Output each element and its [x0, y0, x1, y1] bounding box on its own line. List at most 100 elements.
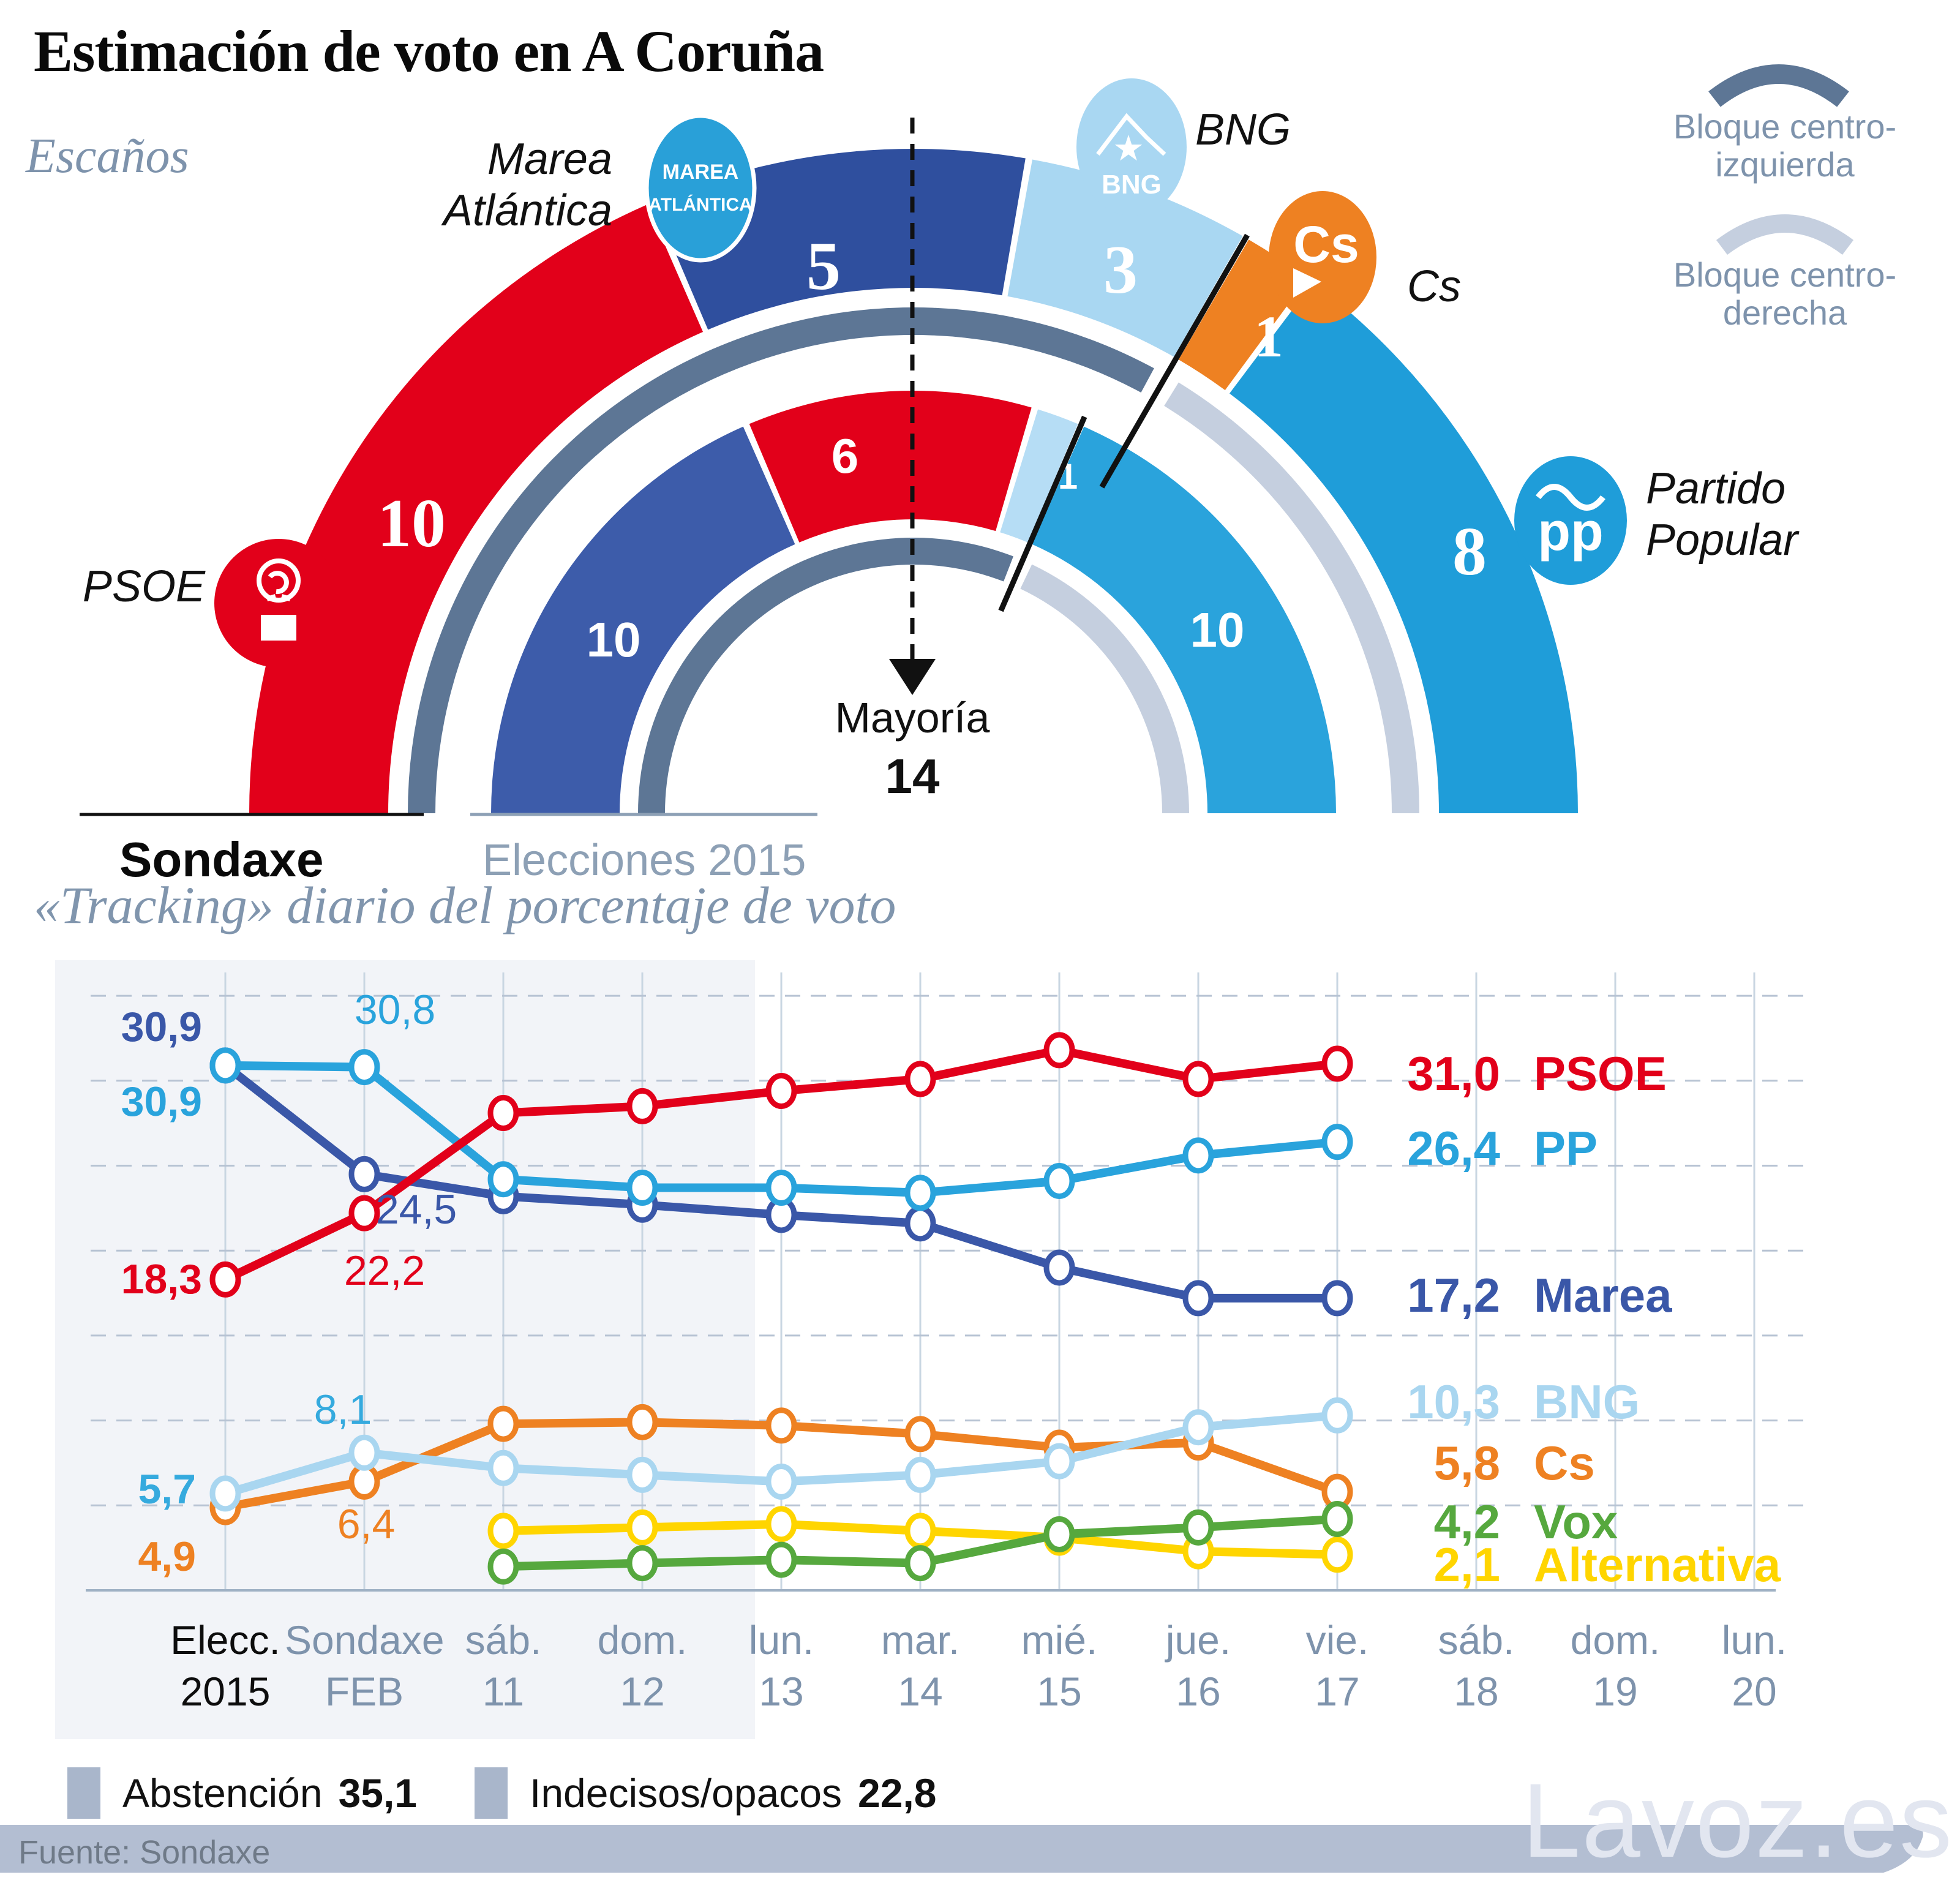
bloc-legend-left-label: Bloque centro- izquierda	[1653, 108, 1917, 184]
final-name-alternativa: Alternativa	[1534, 1538, 1781, 1592]
data-point-cs-5	[904, 1416, 936, 1453]
page-title: Estimación de voto en A Coruña	[34, 18, 824, 84]
footer-source: Fuente: Sondaxe	[18, 1834, 271, 1871]
data-point-pp-1	[348, 1049, 380, 1086]
point-label-cs-6-4: 6,4	[337, 1501, 396, 1547]
bloc-legend-left-line1: Bloque centro-	[1673, 107, 1897, 146]
seat-segment-elecciones-2015-partido-popular	[1032, 426, 1336, 813]
seat-segment-sondaxe-partido-popular	[1229, 282, 1578, 814]
abstencion-swatch-icon	[67, 1767, 100, 1819]
x-label-11: lun. 20	[1721, 1617, 1787, 1714]
seat-segment-elecciones-2015-marea-atlántica	[491, 426, 795, 813]
seats-subtitle: Escaños	[26, 129, 189, 183]
bloc-legend-right-line1: Bloque centro-	[1673, 255, 1897, 294]
data-point-bng-3	[626, 1456, 658, 1493]
psoe-rose-fist-icon	[257, 558, 301, 641]
x-label-7: jue. 16	[1165, 1617, 1231, 1714]
point-label-pp-30-9: 30,9	[121, 1078, 202, 1125]
majority-arrowhead-icon	[889, 659, 936, 695]
watermark-lavoz: Lavoz.es	[1522, 1762, 1953, 1879]
data-point-marea-5	[904, 1205, 936, 1242]
point-label-marea-30-9: 30,9	[121, 1004, 202, 1050]
data-point-bng-4	[765, 1463, 797, 1500]
majority-label: Mayoría	[835, 694, 990, 742]
bloc-legend-right-line2: derecha	[1722, 293, 1847, 332]
data-point-alternativa-2	[487, 1513, 519, 1549]
abstencion-label: Abstención	[122, 1770, 323, 1816]
ring-label-sondaxe: Sondaxe	[119, 832, 324, 887]
party-label-pp-line2: Popular	[1646, 516, 1798, 565]
party-label-marea-line1: Marea	[487, 135, 612, 184]
point-label-bng-5-7: 5,7	[138, 1466, 196, 1513]
data-point-cs-3	[626, 1404, 658, 1440]
data-point-cs-4	[765, 1407, 797, 1444]
final-value-psoe: 31,0	[1407, 1047, 1500, 1100]
marea-logo-icon: MAREA	[663, 160, 739, 184]
data-point-psoe-1	[348, 1195, 380, 1231]
party-label-pp-line1: Partido	[1646, 464, 1786, 513]
data-point-bng-1	[348, 1434, 380, 1471]
legend-indecisos: Indecisos/opacos 22,8	[475, 1767, 936, 1819]
data-point-cs-2	[487, 1405, 519, 1442]
data-point-vox-6	[1043, 1516, 1075, 1552]
data-point-psoe-0	[209, 1261, 241, 1298]
indecisos-swatch-icon	[475, 1767, 508, 1819]
x-label-5: mar. 14	[880, 1617, 960, 1714]
data-point-marea-8	[1321, 1280, 1353, 1317]
data-point-pp-2	[487, 1161, 519, 1198]
bloc-legend-left-arc-icon	[1708, 64, 1849, 107]
party-label-cs: Cs	[1407, 262, 1461, 311]
point-label-bng-8-1: 8,1	[314, 1386, 372, 1433]
x-label-1: Sondaxe FEB	[285, 1617, 445, 1714]
data-point-pp-3	[626, 1170, 658, 1206]
tracking-chart-title: «Tracking» diario del porcentaje de voto	[34, 876, 896, 934]
point-label-pp-30-8: 30,8	[355, 987, 435, 1033]
party-label-marea: Marea Atlántica	[367, 133, 612, 236]
point-label-cs-4-9: 4,9	[138, 1533, 196, 1580]
seat-segment-sondaxe-psoe	[249, 204, 704, 813]
party-label-psoe: PSOE	[82, 562, 205, 611]
pp-logo-text: pp	[1538, 501, 1604, 562]
seat-count-sondaxe-psoe: 10	[377, 486, 446, 562]
bng-mountain-icon	[1096, 113, 1166, 156]
seat-count-sondaxe-cs: 1	[1254, 304, 1283, 369]
data-point-cs-1	[348, 1463, 380, 1500]
bloc-arc-sondaxe-1	[1164, 382, 1419, 813]
tracking-chart: 30,9 30,9 18,3 5,7 4,9 30,8 24,5 22,2 8,1 6,4 31,0…	[55, 960, 1806, 1739]
final-name-bng: BNG	[1534, 1375, 1640, 1429]
abstencion-value: 35,1	[338, 1770, 418, 1816]
majority-value: 14	[885, 749, 940, 803]
seat-count-sondaxe-marea-atlántica: 5	[806, 228, 841, 304]
final-value-vox: 4,2	[1434, 1495, 1500, 1549]
final-value-pp: 26,4	[1407, 1121, 1500, 1175]
data-point-bng-2	[487, 1449, 519, 1486]
data-point-bng-5	[904, 1456, 936, 1493]
data-point-alternativa-4	[765, 1506, 797, 1543]
party-label-pp: Partido Popular	[1646, 463, 1798, 566]
footer-bar	[0, 1825, 1923, 1873]
data-point-bng-7	[1182, 1409, 1214, 1446]
bloc-divider-outer	[1099, 233, 1250, 489]
ring-label-elecciones-2015: Elecciones 2015	[482, 836, 806, 885]
bng-bubble	[1076, 78, 1187, 216]
data-point-bng-6	[1043, 1443, 1075, 1480]
final-name-pp: PP	[1534, 1121, 1598, 1175]
x-label-2: sáb. 11	[465, 1617, 542, 1714]
psoe-bubble	[214, 539, 343, 667]
final-name-vox: Vox	[1534, 1495, 1618, 1549]
bloc-legend-left-line2: izquierda	[1715, 145, 1855, 184]
x-label-4: lun. 13	[748, 1617, 814, 1714]
data-point-psoe-6	[1043, 1032, 1075, 1069]
pp-gull-icon	[1536, 484, 1605, 511]
data-point-pp-4	[765, 1170, 797, 1206]
final-name-cs: Cs	[1534, 1436, 1595, 1490]
bng-star-icon: ★	[1113, 129, 1144, 168]
seat-count-elecciones-2015-marea-atlántica: 10	[587, 612, 641, 667]
data-point-vox-8	[1321, 1500, 1353, 1537]
x-label-0: Elecc. 2015	[170, 1617, 280, 1714]
cs-flag-icon	[1293, 268, 1321, 298]
data-point-psoe-4	[765, 1072, 797, 1109]
